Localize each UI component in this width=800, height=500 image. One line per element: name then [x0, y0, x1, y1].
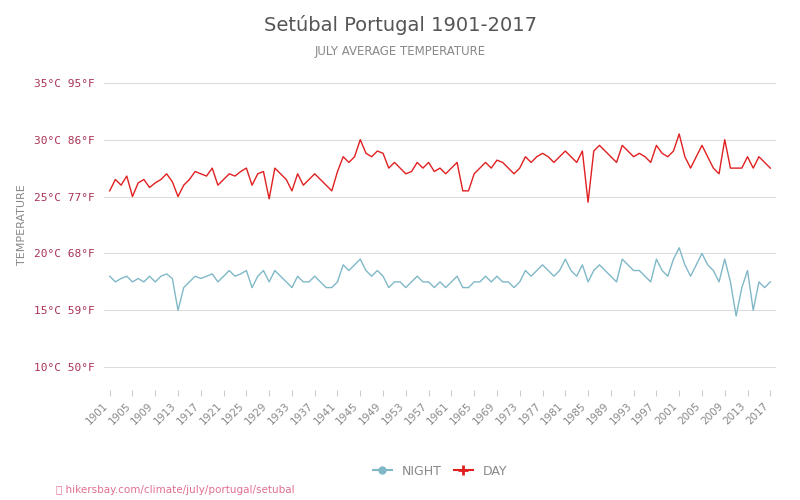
Text: Setúbal Portugal 1901-2017: Setúbal Portugal 1901-2017	[263, 15, 537, 35]
Y-axis label: TEMPERATURE: TEMPERATURE	[18, 184, 27, 266]
Text: JULY AVERAGE TEMPERATURE: JULY AVERAGE TEMPERATURE	[314, 45, 486, 58]
Text: 📍 hikersbay.com/climate/july/portugal/setubal: 📍 hikersbay.com/climate/july/portugal/se…	[56, 485, 294, 495]
Legend: NIGHT, DAY: NIGHT, DAY	[368, 460, 512, 483]
